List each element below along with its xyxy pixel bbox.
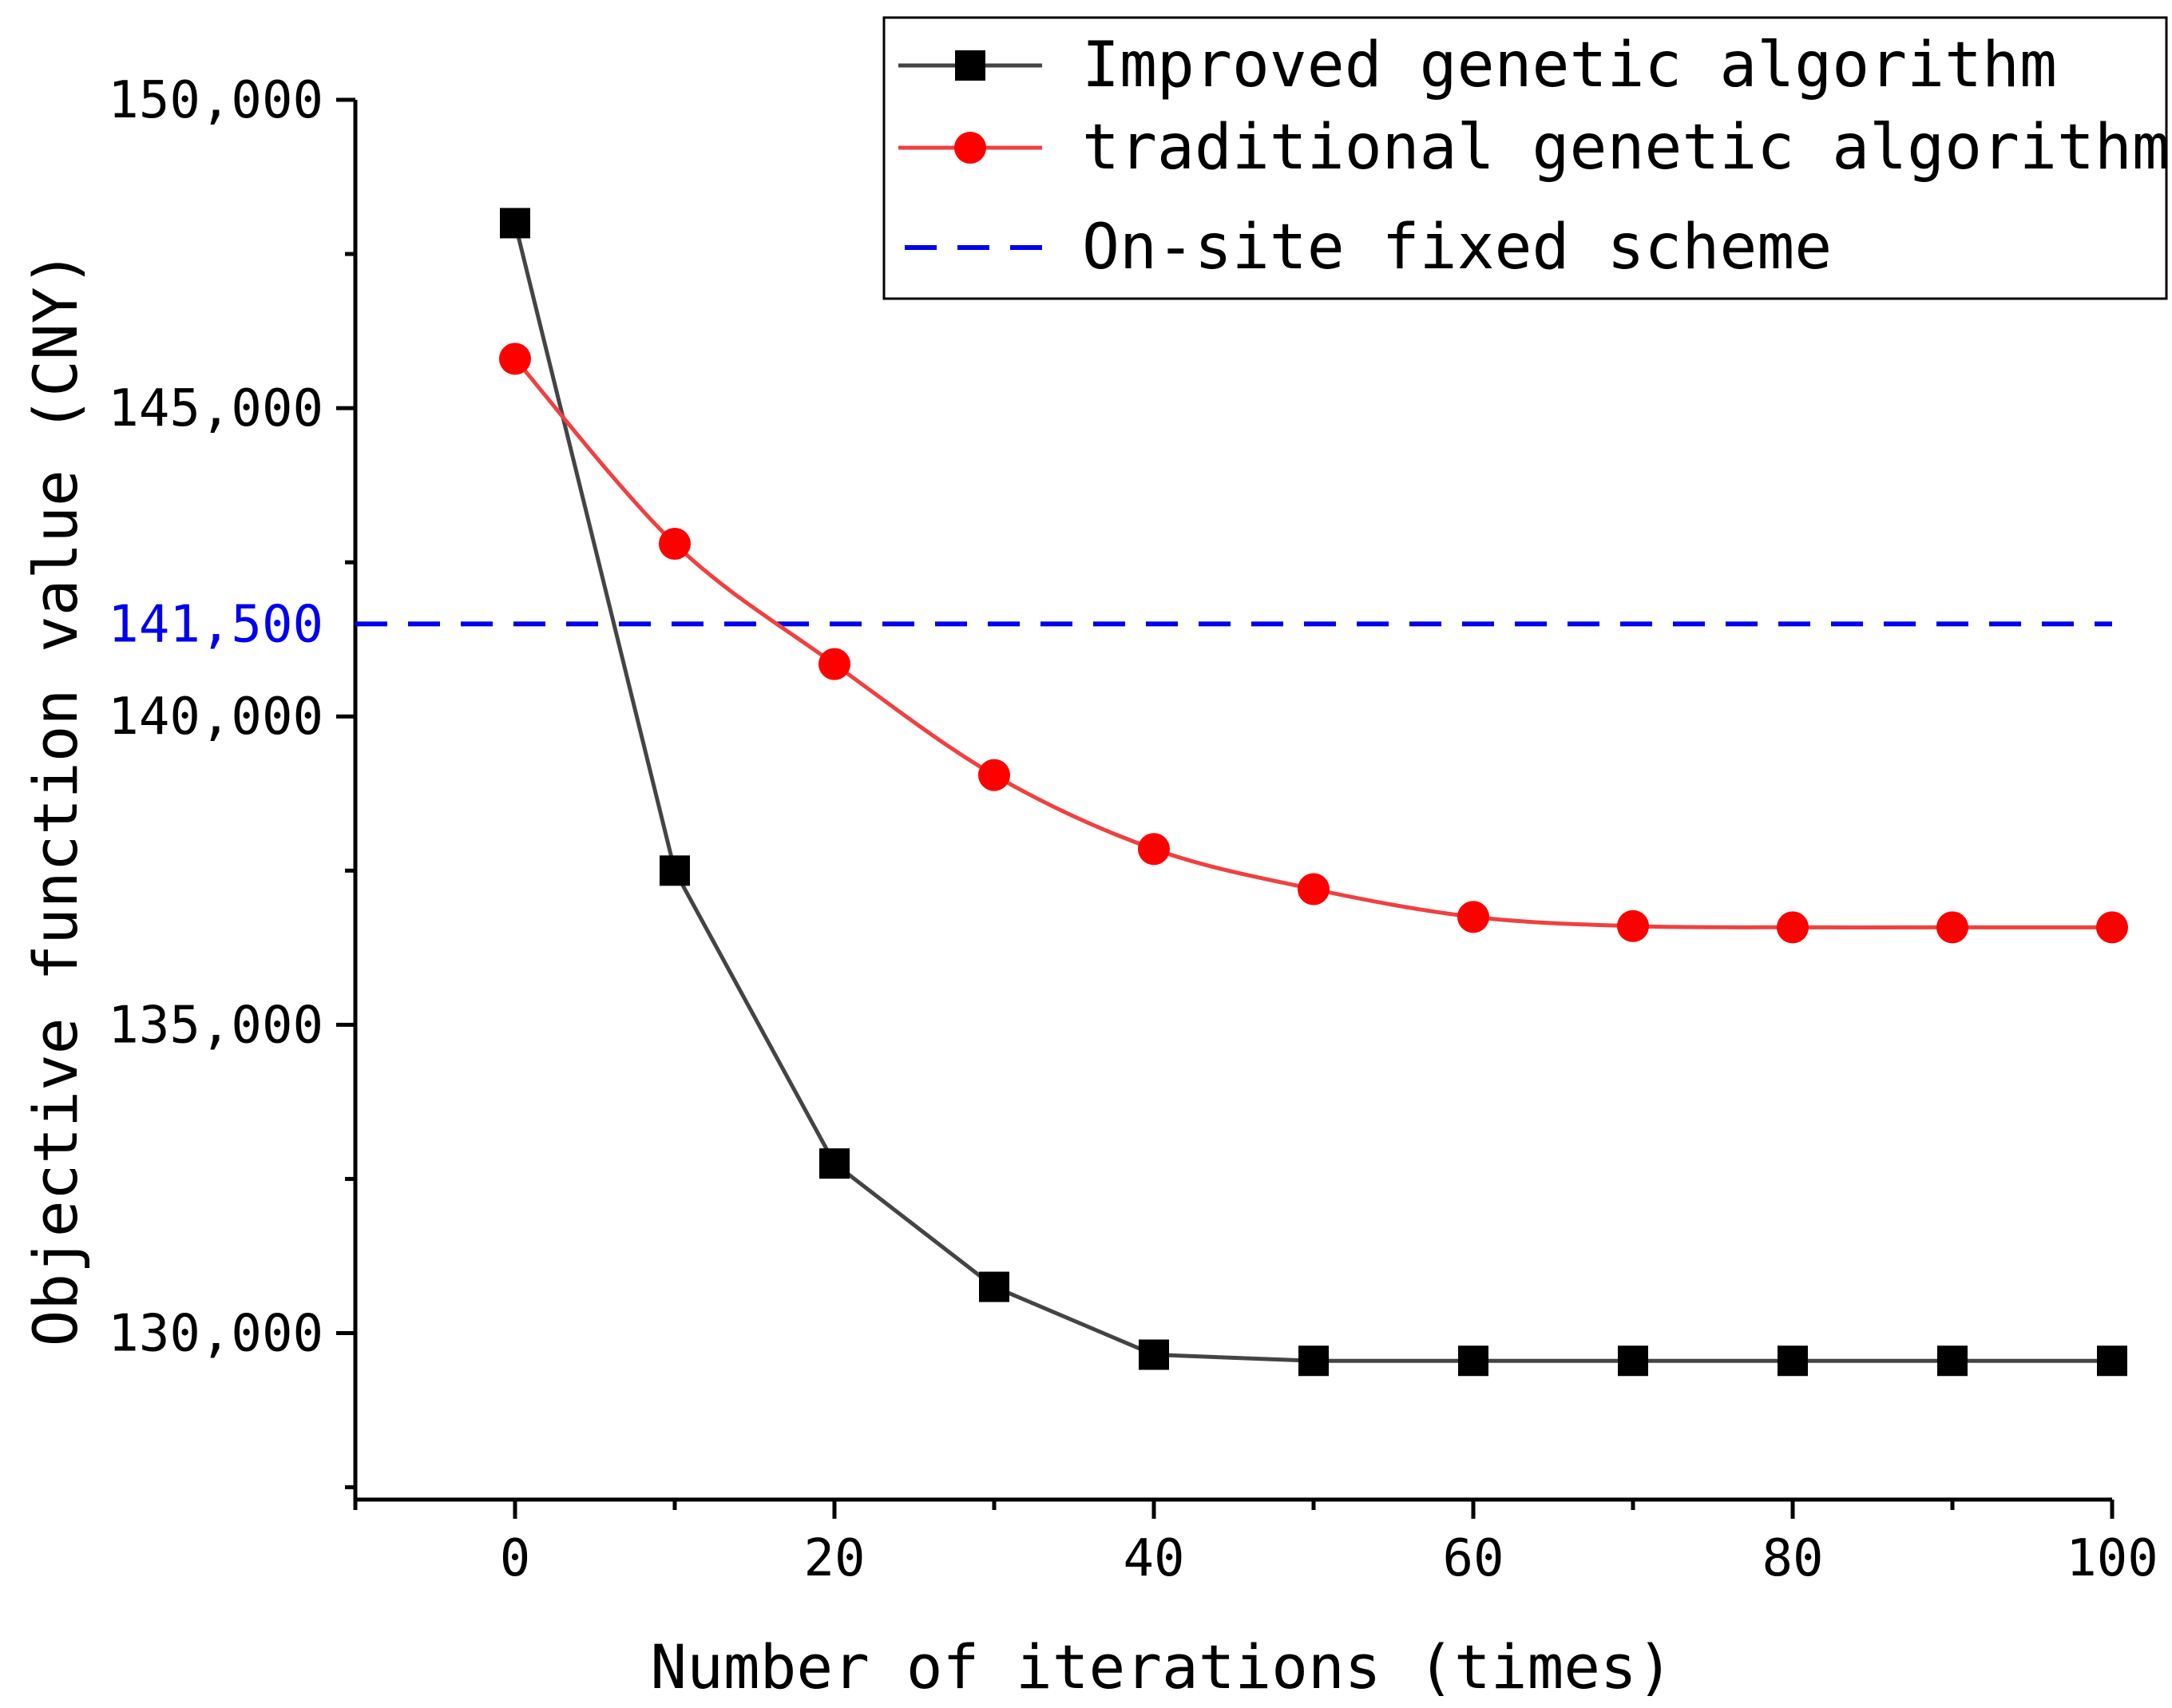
square-marker: [1778, 1345, 1808, 1377]
legend-label: On-site fixed scheme: [1082, 212, 1832, 283]
y-axis-title: Objective function value (CNY): [20, 251, 91, 1347]
circle-marker: [818, 648, 850, 680]
y-tick-label: 135,000: [108, 996, 323, 1055]
y-tick-label: 130,000: [108, 1304, 323, 1363]
square-marker: [500, 208, 530, 239]
legend-circle-marker: [954, 132, 986, 164]
circle-marker: [659, 528, 691, 561]
square-marker: [1298, 1345, 1329, 1377]
x-tick-label: 40: [1123, 1529, 1184, 1588]
square-marker: [660, 855, 690, 886]
x-axis-title: Number of iterations (times): [650, 1631, 1673, 1702]
x-tick-label: 60: [1442, 1529, 1504, 1588]
reference-line-group: 141,500: [108, 595, 2112, 654]
legend-box: [882, 16, 2168, 300]
series-line: [513, 222, 2112, 1363]
circle-marker: [1936, 911, 1968, 944]
legend-square-marker: [955, 50, 985, 81]
legend: Improved genetic algorithm traditional ge…: [882, 16, 2170, 300]
square-marker: [1139, 1339, 1169, 1370]
square-marker: [1458, 1345, 1488, 1377]
legend-label: traditional genetic algorithm: [1082, 112, 2170, 184]
circle-marker: [1777, 911, 1809, 944]
series-group: [499, 208, 2128, 1377]
square-marker: [819, 1148, 850, 1179]
series-1: [500, 208, 2127, 1377]
axes: 130,000 135,000 140,000 145,000 150,000 0 20 40…: [108, 71, 2158, 1588]
x-tick-label: 100: [2066, 1529, 2158, 1588]
y-tick-label: 145,000: [108, 379, 323, 438]
square-marker: [1618, 1345, 1648, 1377]
circle-marker: [499, 343, 531, 375]
series-2: [499, 343, 2128, 944]
circle-marker: [1457, 901, 1489, 933]
y-tick-label: 150,000: [108, 71, 323, 130]
series-line: [513, 357, 2112, 929]
square-marker: [2097, 1345, 2127, 1377]
legend-label: Improved genetic algorithm: [1082, 30, 2057, 101]
x-tick-label: 0: [500, 1529, 531, 1588]
circle-marker: [1617, 909, 1649, 942]
reference-line-label: 141,500: [108, 595, 323, 654]
x-tick-label: 80: [1762, 1529, 1823, 1588]
square-marker: [1937, 1345, 1968, 1377]
square-marker: [979, 1271, 1009, 1302]
circle-marker: [1138, 833, 1170, 866]
circle-marker: [978, 759, 1010, 791]
circle-marker: [2096, 911, 2128, 944]
x-tick-label: 20: [803, 1529, 865, 1588]
y-tick-label: 140,000: [108, 688, 323, 747]
circle-marker: [1298, 873, 1330, 906]
